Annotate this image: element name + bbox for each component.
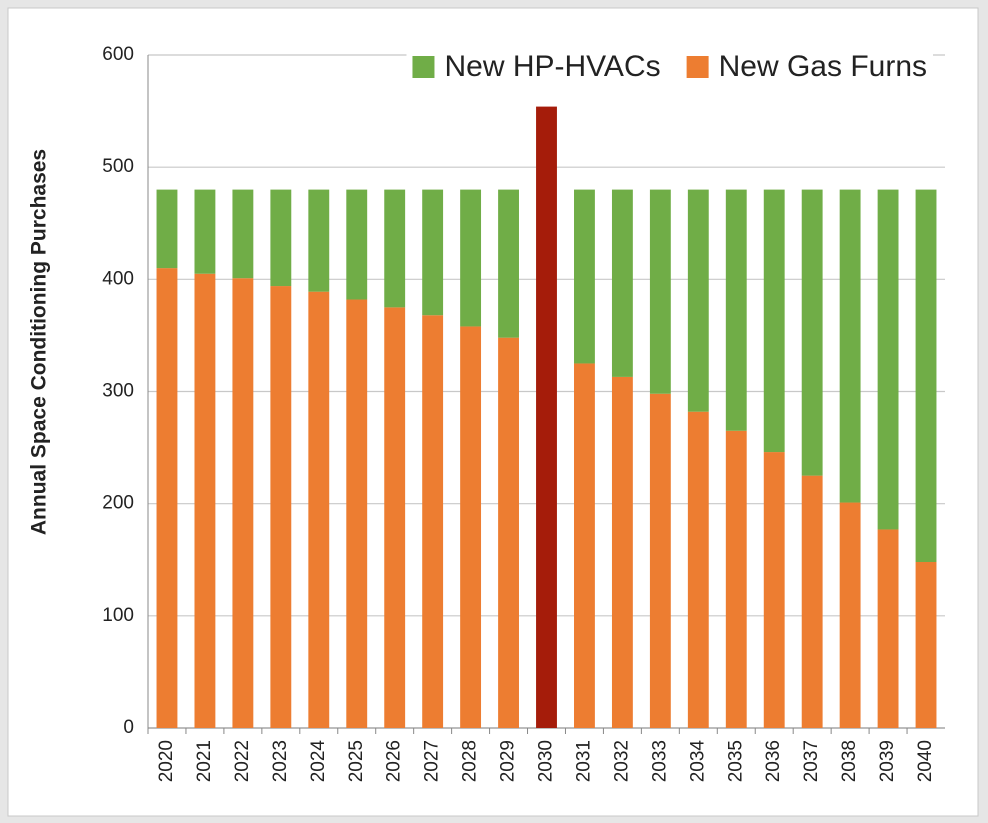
x-tick-label: 2021 — [194, 740, 215, 782]
x-tick-label: 2020 — [156, 740, 177, 782]
y-tick-label: 200 — [102, 493, 134, 514]
bar — [156, 189, 178, 269]
bar — [725, 189, 747, 431]
x-tick-label: 2029 — [498, 740, 519, 782]
bar — [270, 189, 292, 287]
bar — [346, 189, 368, 300]
legend-swatch — [686, 56, 709, 78]
bar — [611, 189, 633, 377]
bar — [763, 189, 785, 453]
bar — [877, 189, 899, 530]
y-tick-label: 300 — [102, 381, 134, 402]
legend-label: New Gas Furns — [719, 50, 927, 83]
bar — [687, 411, 709, 728]
x-tick-label: 2036 — [763, 740, 784, 782]
x-tick-label: 2025 — [346, 740, 367, 782]
bar — [536, 106, 557, 728]
bar — [270, 286, 292, 728]
bar — [915, 561, 937, 728]
bar — [156, 268, 178, 728]
bar — [725, 430, 747, 728]
x-tick-label: 2028 — [460, 740, 481, 782]
x-tick-label: 2027 — [422, 740, 443, 782]
y-axis-label: Annual Space Conditioning Purchases — [28, 149, 51, 535]
bar — [839, 502, 861, 728]
bar — [574, 189, 595, 364]
bar — [649, 189, 671, 394]
x-tick-label: 2040 — [915, 740, 936, 782]
bar — [422, 189, 444, 316]
bar — [574, 363, 595, 728]
bar — [422, 315, 444, 728]
bar — [649, 393, 671, 728]
chart-frame — [7, 7, 979, 817]
bar — [346, 299, 368, 728]
x-tick-label: 2033 — [649, 740, 670, 782]
x-tick-label: 2024 — [308, 740, 329, 783]
legend-box — [406, 47, 933, 87]
bar — [460, 189, 482, 327]
bar — [384, 189, 406, 308]
x-tick-label: 2032 — [611, 740, 632, 782]
bar — [498, 337, 519, 728]
x-tick-label: 2031 — [573, 740, 594, 782]
x-tick-label: 2034 — [687, 740, 708, 783]
bar — [194, 189, 216, 274]
bar — [839, 189, 861, 503]
y-tick-label: 600 — [102, 44, 134, 65]
x-tick-label: 2023 — [270, 740, 291, 782]
bar — [194, 273, 216, 728]
bar — [232, 189, 254, 279]
bar — [801, 189, 823, 476]
bar — [308, 291, 330, 728]
x-tick-label: 2026 — [384, 740, 405, 782]
x-tick-label: 2022 — [232, 740, 253, 782]
x-tick-label: 2037 — [801, 740, 822, 782]
x-tick-label: 2038 — [839, 740, 860, 782]
bar — [384, 307, 406, 728]
legend-label: New HP-HVACs — [444, 50, 660, 83]
bar — [232, 278, 254, 728]
bar — [763, 452, 785, 728]
bar — [498, 189, 519, 338]
y-tick-label: 100 — [102, 605, 134, 626]
bar — [915, 189, 937, 562]
bar — [687, 189, 709, 412]
x-tick-label: 2039 — [877, 740, 898, 782]
legend-swatch — [412, 56, 435, 78]
x-tick-label: 2035 — [725, 740, 746, 782]
bar — [308, 189, 330, 292]
bar — [801, 475, 823, 728]
y-tick-label: 0 — [123, 717, 134, 738]
y-tick-label: 500 — [102, 156, 134, 177]
bar — [460, 326, 482, 728]
bar — [877, 529, 899, 728]
x-tick-label: 2030 — [536, 740, 557, 782]
y-tick-label: 400 — [102, 268, 134, 289]
bar — [611, 376, 633, 728]
